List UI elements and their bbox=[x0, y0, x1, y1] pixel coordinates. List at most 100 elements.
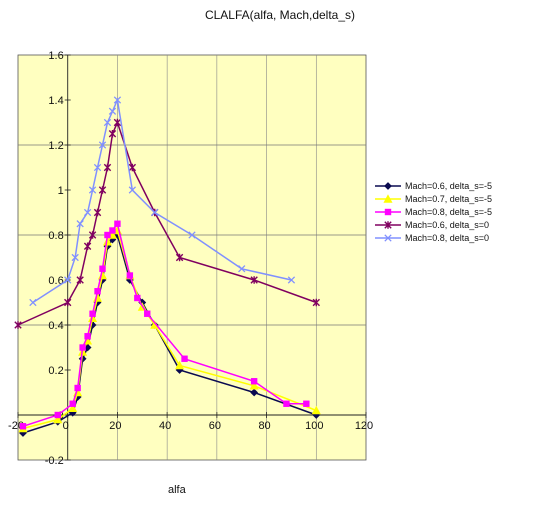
data-point bbox=[311, 405, 321, 415]
data-point bbox=[98, 141, 107, 149]
series-4 bbox=[14, 118, 320, 329]
data-point bbox=[250, 378, 258, 385]
data-point bbox=[88, 186, 97, 194]
legend-marker bbox=[384, 182, 392, 190]
data-point bbox=[94, 288, 101, 295]
x-axis-label: alfa bbox=[168, 484, 186, 496]
data-point bbox=[99, 265, 106, 272]
data-point bbox=[287, 276, 296, 284]
x-tick-label: 120 bbox=[355, 420, 373, 432]
data-point bbox=[69, 400, 76, 407]
legend-label: Mach=0.8, delta_s=0 bbox=[405, 233, 489, 243]
x-tick-label: 40 bbox=[159, 420, 171, 432]
data-point bbox=[98, 186, 107, 194]
data-point bbox=[68, 403, 78, 412]
legend-label: Mach=0.6, delta_s=-5 bbox=[405, 181, 492, 191]
x-tick-label: 60 bbox=[209, 420, 221, 432]
legend-marker bbox=[383, 194, 393, 203]
data-point bbox=[109, 227, 116, 234]
data-point bbox=[151, 208, 159, 217]
y-tick-label: 1 bbox=[58, 185, 64, 197]
data-point bbox=[104, 231, 111, 239]
y-tick-label: 0.4 bbox=[48, 320, 63, 332]
data-point bbox=[19, 423, 27, 430]
x-tick-label: 80 bbox=[258, 420, 270, 432]
data-point bbox=[188, 231, 196, 239]
data-point bbox=[71, 253, 79, 262]
y-tick-label: 0.6 bbox=[48, 275, 63, 287]
x-tick-label: 20 bbox=[109, 420, 121, 432]
data-point bbox=[128, 163, 137, 172]
data-point bbox=[181, 355, 188, 362]
y-tick-label: 1.4 bbox=[48, 95, 63, 107]
y-tick-label: -0.2 bbox=[45, 455, 64, 467]
data-point bbox=[113, 96, 122, 104]
data-point bbox=[29, 298, 37, 307]
data-point bbox=[114, 220, 121, 227]
series-layer bbox=[14, 96, 321, 437]
data-point bbox=[53, 414, 63, 424]
data-point bbox=[103, 163, 112, 172]
data-point bbox=[303, 400, 310, 407]
legend-item: Mach=0.7, delta_s=-5 bbox=[375, 194, 492, 204]
data-point bbox=[93, 163, 102, 172]
grid-lines bbox=[18, 55, 366, 460]
data-point bbox=[88, 231, 97, 239]
legend-label: Mach=0.7, delta_s=-5 bbox=[405, 194, 492, 204]
y-tick-label: 1.2 bbox=[48, 140, 63, 152]
data-point bbox=[76, 220, 84, 228]
data-point bbox=[128, 186, 137, 194]
data-point bbox=[64, 298, 72, 307]
axes bbox=[17, 54, 367, 461]
legend-item: Mach=0.8, delta_s=0 bbox=[375, 233, 489, 243]
data-point bbox=[134, 294, 141, 302]
data-point bbox=[175, 360, 185, 370]
data-point bbox=[283, 400, 290, 407]
data-point bbox=[89, 310, 96, 317]
y-tick-label: 0.8 bbox=[48, 230, 63, 242]
data-point bbox=[250, 276, 258, 284]
legend-marker bbox=[384, 221, 392, 229]
x-tick-label: 100 bbox=[305, 420, 323, 432]
legend-marker bbox=[384, 234, 392, 242]
legend-label: Mach=0.6, delta_s=0 bbox=[405, 220, 489, 230]
x-tick-label: 0 bbox=[63, 420, 69, 432]
data-point bbox=[113, 118, 122, 127]
data-point bbox=[108, 130, 117, 138]
legend-label: Mach=0.8, delta_s=-5 bbox=[405, 207, 492, 217]
y-tick-label: 1.6 bbox=[48, 50, 63, 62]
legend: Mach=0.6, delta_s=-5 Mach=0.7, delta_s=-5… bbox=[375, 181, 492, 243]
legend-item: Mach=0.8, delta_s=-5 bbox=[375, 207, 492, 217]
series-3 bbox=[19, 220, 310, 430]
legend-item: Mach=0.6, delta_s=0 bbox=[375, 220, 489, 230]
data-point bbox=[250, 388, 259, 397]
data-point bbox=[64, 276, 72, 284]
plot-area bbox=[17, 54, 367, 461]
chart-title: CLALFA(alfa, Mach,delta_s) bbox=[204, 8, 356, 22]
data-point bbox=[108, 107, 117, 115]
data-point bbox=[126, 272, 134, 279]
data-point bbox=[83, 242, 92, 250]
data-point bbox=[238, 265, 246, 273]
data-point bbox=[76, 276, 84, 284]
data-point bbox=[54, 411, 61, 419]
legend-item: Mach=0.6, delta_s=-5 bbox=[375, 181, 492, 191]
series-5 bbox=[29, 96, 296, 307]
data-point bbox=[83, 208, 92, 217]
data-point bbox=[103, 118, 112, 127]
data-point bbox=[175, 253, 184, 262]
data-point bbox=[84, 333, 91, 340]
data-point bbox=[93, 208, 102, 217]
data-point bbox=[74, 384, 81, 392]
data-point bbox=[14, 321, 22, 329]
y-tick-label: 0.2 bbox=[48, 365, 63, 377]
data-point bbox=[312, 298, 320, 307]
tick-labels: -20020406080100120-0.200.20.40.60.811.21… bbox=[8, 50, 373, 467]
series-line bbox=[32, 97, 292, 304]
data-point bbox=[249, 380, 259, 390]
data-point bbox=[79, 344, 86, 351]
legend-marker bbox=[384, 208, 392, 216]
data-point bbox=[144, 310, 151, 317]
